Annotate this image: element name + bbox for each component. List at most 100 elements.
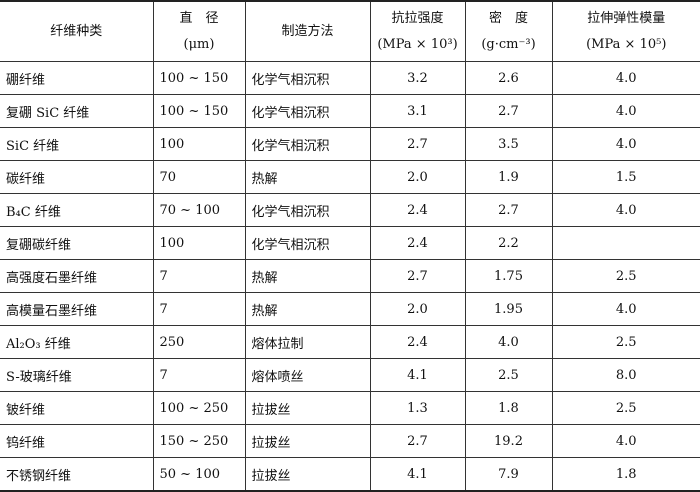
cell-tensile-strength: 2.7 xyxy=(369,259,466,293)
table-row: B₄C 纤维 70 ~ 100 化学气相沉积 2.4 2.7 4.0 xyxy=(0,193,700,227)
cell-manufacturing-method: 化学气相沉积 xyxy=(244,127,371,161)
cell-tensile-strength: 3.2 xyxy=(369,61,466,95)
header-density: 密 度 (g·cm⁻³) xyxy=(464,0,553,62)
header-unit: (MPa × 10⁵) xyxy=(586,36,667,52)
cell-diameter: 250 xyxy=(152,325,246,359)
cell-diameter: 70 ~ 100 xyxy=(152,193,246,227)
cell-tensile-strength: 4.1 xyxy=(369,358,466,392)
cell-fiber-type: Al₂O₃ 纤维 xyxy=(0,325,154,359)
header-manufacturing-method: 制造方法 xyxy=(244,0,371,62)
cell-tensile-strength: 2.4 xyxy=(369,325,466,359)
cell-density: 4.0 xyxy=(464,325,553,359)
cell-fiber-type: 硼纤维 xyxy=(0,61,154,95)
cell-fiber-type: 碳纤维 xyxy=(0,160,154,194)
cell-fiber-type: 复硼 SiC 纤维 xyxy=(0,94,154,128)
cell-diameter: 100 ~ 150 xyxy=(152,94,246,128)
cell-fiber-type: B₄C 纤维 xyxy=(0,193,154,227)
cell-tensile-modulus: 4.0 xyxy=(551,292,700,326)
header-label: 密 度 xyxy=(488,10,528,26)
cell-diameter: 100 ~ 250 xyxy=(152,391,246,425)
table-row: 复硼碳纤维 100 化学气相沉积 2.4 2.2 xyxy=(0,226,700,260)
cell-diameter: 100 xyxy=(152,226,246,260)
cell-manufacturing-method: 拉拔丝 xyxy=(244,457,371,492)
cell-manufacturing-method: 拉拔丝 xyxy=(244,424,371,458)
cell-tensile-strength: 2.4 xyxy=(369,226,466,260)
cell-manufacturing-method: 化学气相沉积 xyxy=(244,94,371,128)
header-tensile-modulus: 拉伸弹性模量 (MPa × 10⁵) xyxy=(551,0,700,62)
cell-diameter: 7 xyxy=(152,358,246,392)
cell-density: 2.7 xyxy=(464,193,553,227)
cell-tensile-modulus: 4.0 xyxy=(551,424,700,458)
cell-tensile-modulus: 1.5 xyxy=(551,160,700,194)
cell-diameter: 150 ~ 250 xyxy=(152,424,246,458)
header-label: 拉伸弹性模量 xyxy=(587,10,666,26)
header-label: 纤维种类 xyxy=(50,23,103,39)
cell-fiber-type: 高强度石墨纤维 xyxy=(0,259,154,293)
cell-fiber-type: 铍纤维 xyxy=(0,391,154,425)
cell-tensile-modulus: 2.5 xyxy=(551,391,700,425)
header-diameter: 直 径 (μm) xyxy=(152,0,246,62)
cell-density: 2.7 xyxy=(464,94,553,128)
cell-fiber-type: SiC 纤维 xyxy=(0,127,154,161)
header-tensile-strength: 抗拉强度 (MPa × 10³) xyxy=(369,0,466,62)
cell-density: 1.9 xyxy=(464,160,553,194)
cell-diameter: 7 xyxy=(152,259,246,293)
cell-tensile-strength: 1.3 xyxy=(369,391,466,425)
table-row: 不锈钢纤维 50 ~ 100 拉拔丝 4.1 7.9 1.8 xyxy=(0,457,700,492)
table-row: S-玻璃纤维 7 熔体喷丝 4.1 2.5 8.0 xyxy=(0,358,700,392)
header-unit: (μm) xyxy=(183,36,215,52)
table-row: 硼纤维 100 ~ 150 化学气相沉积 3.2 2.6 4.0 xyxy=(0,61,700,95)
header-label: 直 径 xyxy=(179,10,219,26)
header-fiber-type: 纤维种类 xyxy=(0,0,154,62)
cell-manufacturing-method: 热解 xyxy=(244,292,371,326)
cell-density: 19.2 xyxy=(464,424,553,458)
cell-tensile-modulus: 4.0 xyxy=(551,127,700,161)
cell-tensile-modulus: 1.8 xyxy=(551,457,700,492)
table-row: Al₂O₃ 纤维 250 熔体拉制 2.4 4.0 2.5 xyxy=(0,325,700,359)
cell-fiber-type: 钨纤维 xyxy=(0,424,154,458)
table-row: 高强度石墨纤维 7 热解 2.7 1.75 2.5 xyxy=(0,259,700,293)
cell-tensile-modulus: 4.0 xyxy=(551,193,700,227)
cell-manufacturing-method: 拉拔丝 xyxy=(244,391,371,425)
cell-diameter: 100 xyxy=(152,127,246,161)
cell-density: 2.6 xyxy=(464,61,553,95)
header-unit: (g·cm⁻³) xyxy=(481,36,536,52)
table-row: 碳纤维 70 热解 2.0 1.9 1.5 xyxy=(0,160,700,194)
table-row: 高模量石墨纤维 7 热解 2.0 1.95 4.0 xyxy=(0,292,700,326)
cell-manufacturing-method: 化学气相沉积 xyxy=(244,226,371,260)
cell-density: 1.75 xyxy=(464,259,553,293)
table-row: 铍纤维 100 ~ 250 拉拔丝 1.3 1.8 2.5 xyxy=(0,391,700,425)
cell-tensile-modulus xyxy=(551,226,700,260)
cell-density: 7.9 xyxy=(464,457,553,492)
cell-diameter: 70 xyxy=(152,160,246,194)
cell-tensile-strength: 2.0 xyxy=(369,292,466,326)
header-row: 纤维种类 直 径 (μm) 制造方法 抗拉强度 (MPa × 10³) 密 度 (g·cm⁻³… xyxy=(0,0,700,62)
cell-tensile-strength: 3.1 xyxy=(369,94,466,128)
cell-tensile-strength: 2.7 xyxy=(369,424,466,458)
cell-manufacturing-method: 热解 xyxy=(244,160,371,194)
cell-manufacturing-method: 化学气相沉积 xyxy=(244,193,371,227)
cell-tensile-modulus: 4.0 xyxy=(551,61,700,95)
cell-density: 2.2 xyxy=(464,226,553,260)
cell-density: 3.5 xyxy=(464,127,553,161)
header-label: 制造方法 xyxy=(281,23,334,39)
cell-density: 1.8 xyxy=(464,391,553,425)
cell-tensile-strength: 2.0 xyxy=(369,160,466,194)
table-row: 钨纤维 150 ~ 250 拉拔丝 2.7 19.2 4.0 xyxy=(0,424,700,458)
cell-diameter: 50 ~ 100 xyxy=(152,457,246,492)
header-label: 抗拉强度 xyxy=(391,10,444,26)
cell-manufacturing-method: 熔体喷丝 xyxy=(244,358,371,392)
cell-tensile-modulus: 4.0 xyxy=(551,94,700,128)
header-unit: (MPa × 10³) xyxy=(377,36,458,52)
cell-manufacturing-method: 熔体拉制 xyxy=(244,325,371,359)
cell-fiber-type: 复硼碳纤维 xyxy=(0,226,154,260)
cell-fiber-type: S-玻璃纤维 xyxy=(0,358,154,392)
cell-diameter: 100 ~ 150 xyxy=(152,61,246,95)
cell-fiber-type: 高模量石墨纤维 xyxy=(0,292,154,326)
table-row: 复硼 SiC 纤维 100 ~ 150 化学气相沉积 3.1 2.7 4.0 xyxy=(0,94,700,128)
cell-density: 1.95 xyxy=(464,292,553,326)
cell-manufacturing-method: 热解 xyxy=(244,259,371,293)
cell-tensile-strength: 2.7 xyxy=(369,127,466,161)
cell-tensile-modulus: 2.5 xyxy=(551,259,700,293)
